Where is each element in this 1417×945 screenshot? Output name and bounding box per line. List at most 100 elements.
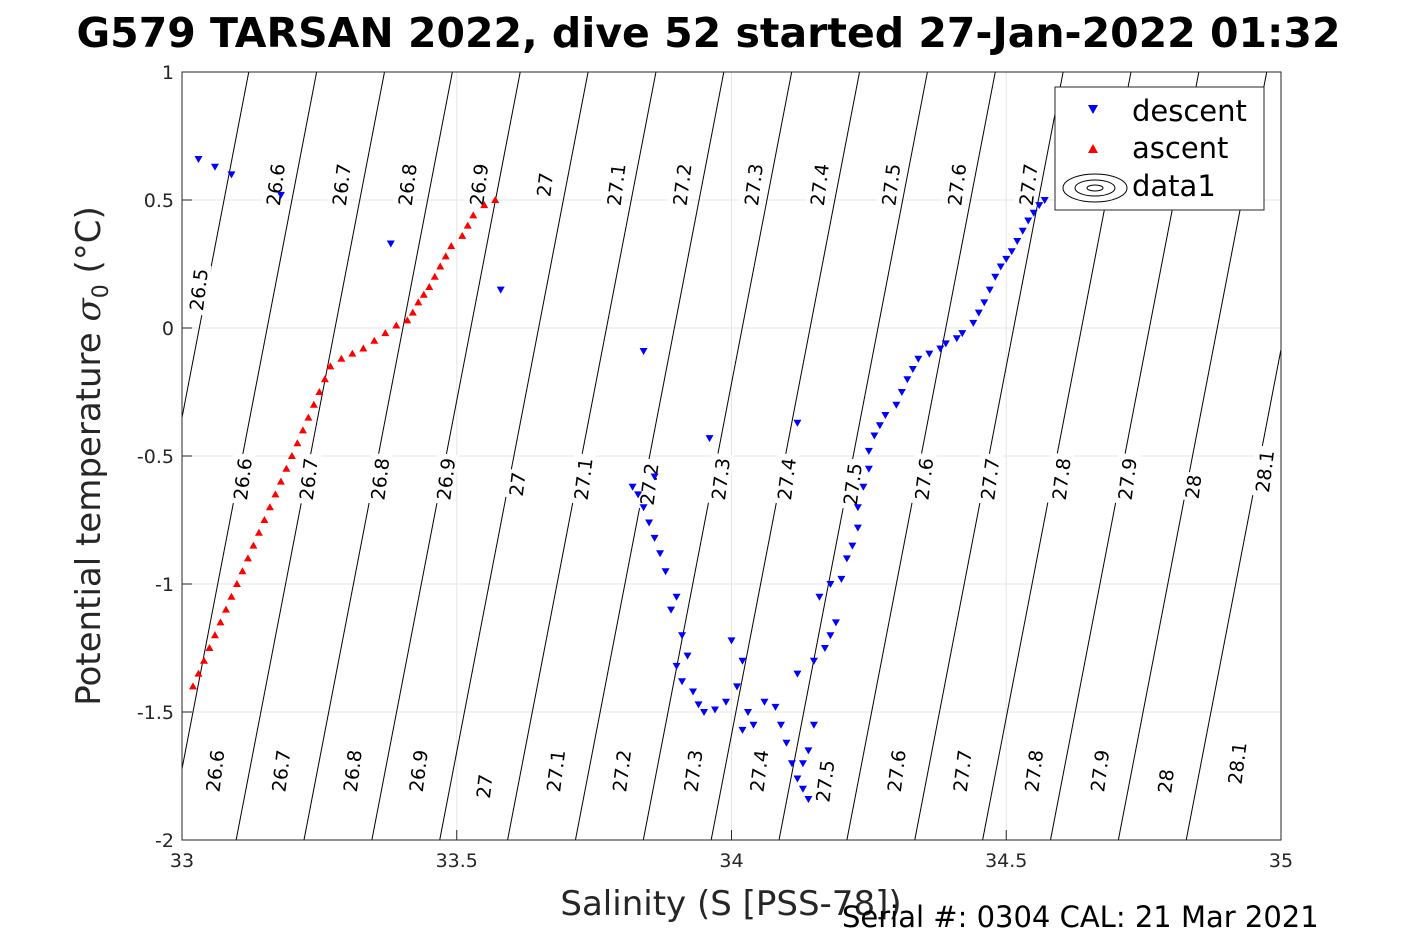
contour-label-bg xyxy=(183,263,212,316)
contour-label-text: 27.5 xyxy=(878,162,905,207)
contour-label-bg xyxy=(947,744,976,797)
y-tick-label: -1 xyxy=(155,574,174,596)
contour-label-text: 27.8 xyxy=(1049,457,1076,502)
contour-label: 27.4 xyxy=(771,452,801,506)
contour-label-text: 27.1 xyxy=(571,457,598,502)
contour-label: 28 xyxy=(1179,471,1206,502)
x-tick-label: 33.5 xyxy=(436,850,478,872)
ascent-point xyxy=(194,669,203,677)
ascent-point xyxy=(480,201,489,209)
legend-descent-label: descent xyxy=(1132,94,1247,128)
descent-point xyxy=(908,365,917,373)
contour-label: 26.8 xyxy=(392,158,422,211)
contour-label-text: 27 xyxy=(533,171,558,198)
contour-label: 27.4 xyxy=(804,158,834,211)
contour-label-text: 27.6 xyxy=(944,162,971,207)
descent-point xyxy=(952,335,961,343)
descent-point xyxy=(661,568,670,576)
descent-point xyxy=(798,785,807,793)
ascent-point xyxy=(469,211,478,219)
descent-point xyxy=(881,412,890,420)
contour-label-text: 27.9 xyxy=(1087,749,1114,794)
y-tick-label: 0.5 xyxy=(144,190,174,212)
descent-point xyxy=(227,171,236,179)
descent-point xyxy=(1024,217,1033,225)
ascent-point xyxy=(276,477,285,485)
ascent-point xyxy=(265,503,274,511)
contour-label: 27.9 xyxy=(1112,452,1142,506)
ascent-point xyxy=(254,528,263,536)
contour-label-text: 27.8 xyxy=(1021,749,1048,794)
ascent-point xyxy=(425,283,434,291)
descent-point xyxy=(793,419,802,427)
descent-point xyxy=(194,156,203,164)
contour-label-text: 27 xyxy=(506,471,531,498)
contour-label-bg xyxy=(974,452,1003,506)
descent-point xyxy=(864,465,873,473)
descent-point xyxy=(809,657,818,665)
descent-point xyxy=(771,703,780,711)
y-tick-label: 1 xyxy=(162,62,174,84)
contour-label-text: 27.6 xyxy=(884,749,911,794)
descent-point xyxy=(996,263,1005,271)
descent-point xyxy=(628,483,637,491)
contour-label-bg xyxy=(881,744,910,797)
contour-label-text: 27.7 xyxy=(1016,162,1043,207)
contour-label: 28.1 xyxy=(1249,445,1279,498)
contour-label: 26.9 xyxy=(463,158,493,211)
contour-label: 26.9 xyxy=(403,744,433,797)
density-contour-line xyxy=(439,72,589,840)
descent-point xyxy=(650,534,659,542)
contour-label: 27.1 xyxy=(601,158,631,211)
contour-label-text: 26.9 xyxy=(466,162,493,207)
contour-label-bg xyxy=(568,452,597,506)
ascent-point xyxy=(463,221,472,229)
density-contour-line xyxy=(182,72,250,421)
ascent-point xyxy=(491,196,500,203)
contour-label-text: 26.6 xyxy=(230,457,257,502)
contour-label-bg xyxy=(1179,471,1205,502)
contour-label-bg xyxy=(1013,158,1042,211)
contour-label-text: 26.5 xyxy=(186,267,213,312)
descent-point xyxy=(804,747,813,755)
descent-point xyxy=(634,491,643,499)
contour-label-text: 28 xyxy=(1154,768,1179,795)
contour-label-bg xyxy=(1046,452,1075,506)
contour-label: 27.1 xyxy=(540,744,570,797)
descent-point xyxy=(991,273,1000,281)
descent-point xyxy=(826,581,835,588)
contour-label: 27.3 xyxy=(738,158,768,211)
ascent-point xyxy=(232,580,241,587)
descent-point xyxy=(650,473,659,481)
descent-point xyxy=(826,632,835,640)
ascent-point xyxy=(304,413,313,421)
ascent-point xyxy=(430,272,439,280)
ascent-point xyxy=(309,400,318,408)
descent-point xyxy=(386,240,395,248)
descent-point xyxy=(815,593,824,601)
ascent-point xyxy=(238,567,247,575)
descent-point xyxy=(782,739,791,747)
legend-ascent-marker xyxy=(1088,144,1098,153)
descent-point xyxy=(864,447,873,455)
descent-point xyxy=(678,632,687,640)
contour-label-bg xyxy=(809,754,838,808)
ascent-point xyxy=(441,252,450,260)
descent-point xyxy=(985,286,994,294)
contour-label-bg xyxy=(265,744,294,797)
ascent-point xyxy=(348,349,357,357)
density-contour-line xyxy=(778,72,928,840)
ascent-point xyxy=(370,336,379,344)
contour-label: 27.6 xyxy=(881,744,911,797)
contour-label: 27.5 xyxy=(809,754,839,808)
contour-label: 26.6 xyxy=(200,744,229,797)
descent-point xyxy=(672,662,681,670)
contour-label-text: 26.9 xyxy=(433,457,460,502)
descent-point xyxy=(804,796,813,804)
ascent-point xyxy=(216,618,225,626)
ascent-point xyxy=(188,682,197,690)
descent-point xyxy=(842,555,851,563)
contour-label-bg xyxy=(200,744,228,797)
descent-point xyxy=(793,775,802,783)
